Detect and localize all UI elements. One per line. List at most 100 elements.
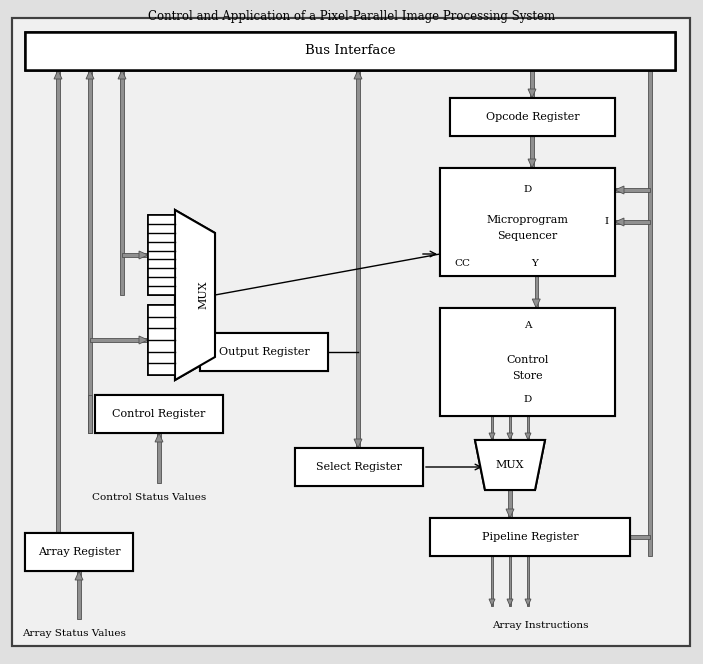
Bar <box>77 571 81 619</box>
Text: Bus Interface: Bus Interface <box>304 44 395 58</box>
Bar <box>25 32 675 70</box>
Bar <box>491 556 494 606</box>
Bar <box>157 433 161 483</box>
Polygon shape <box>139 336 148 344</box>
Text: CC: CC <box>454 258 470 268</box>
Text: D: D <box>523 396 531 404</box>
Text: Array Instructions: Array Instructions <box>492 621 588 630</box>
Text: Microprogram: Microprogram <box>486 215 569 225</box>
Bar <box>527 416 529 440</box>
Polygon shape <box>525 599 531 606</box>
Bar <box>648 70 652 556</box>
Bar <box>530 70 534 136</box>
Polygon shape <box>54 70 62 79</box>
Bar <box>356 70 360 448</box>
Bar <box>56 70 60 571</box>
Polygon shape <box>86 70 94 79</box>
Polygon shape <box>175 210 215 380</box>
Polygon shape <box>507 599 513 606</box>
Polygon shape <box>528 89 536 98</box>
Text: Array Register: Array Register <box>38 547 120 557</box>
Polygon shape <box>155 433 163 442</box>
Text: MUX: MUX <box>496 460 524 470</box>
Bar <box>440 168 615 276</box>
Bar <box>25 32 675 70</box>
Bar <box>25 533 133 571</box>
Text: Control and Application of a Pixel-Parallel Image Processing System: Control and Application of a Pixel-Paral… <box>148 10 555 23</box>
Bar <box>450 98 615 136</box>
Text: Control: Control <box>506 355 548 365</box>
Text: D: D <box>523 185 531 195</box>
Polygon shape <box>475 440 545 490</box>
Text: Sequencer: Sequencer <box>498 231 557 241</box>
Bar <box>450 98 615 136</box>
Bar <box>148 305 175 375</box>
Bar <box>440 308 615 416</box>
Polygon shape <box>175 210 215 380</box>
Text: I: I <box>605 218 609 226</box>
Text: D: D <box>523 396 531 404</box>
Text: Bus Interface: Bus Interface <box>304 44 395 58</box>
Text: A: A <box>524 321 531 331</box>
Polygon shape <box>354 70 362 79</box>
Bar <box>56 533 60 571</box>
Bar <box>509 416 511 440</box>
Bar <box>148 215 175 295</box>
Bar <box>630 535 650 539</box>
Bar <box>89 70 92 433</box>
Polygon shape <box>615 218 624 226</box>
Polygon shape <box>354 439 362 448</box>
Text: Store: Store <box>512 371 543 381</box>
Text: Select Register: Select Register <box>316 462 402 472</box>
Polygon shape <box>118 70 126 79</box>
Text: Select Register: Select Register <box>316 462 402 472</box>
Bar <box>509 556 511 606</box>
Polygon shape <box>532 299 540 308</box>
Text: Sequencer: Sequencer <box>498 231 557 241</box>
Text: I: I <box>605 218 609 226</box>
Polygon shape <box>489 599 495 606</box>
Bar <box>200 333 328 371</box>
Bar <box>615 220 650 224</box>
Text: MUX: MUX <box>198 281 208 309</box>
Text: Pipeline Register: Pipeline Register <box>482 532 579 542</box>
Bar <box>200 333 328 371</box>
Text: Opcode Register: Opcode Register <box>486 112 579 122</box>
Text: Output Register: Output Register <box>219 347 309 357</box>
Bar <box>25 533 133 571</box>
Text: Pipeline Register: Pipeline Register <box>482 532 579 542</box>
Text: Microprogram: Microprogram <box>486 215 569 225</box>
Text: Array Register: Array Register <box>38 547 120 557</box>
Text: Control Register: Control Register <box>112 409 206 419</box>
Bar <box>295 448 423 486</box>
Polygon shape <box>615 186 624 194</box>
Text: A: A <box>524 321 531 331</box>
Text: Control: Control <box>506 355 548 365</box>
Bar <box>295 448 423 486</box>
Text: Opcode Register: Opcode Register <box>486 112 579 122</box>
Polygon shape <box>139 251 148 259</box>
Text: MUX: MUX <box>496 460 524 470</box>
Text: Control Status Values: Control Status Values <box>92 493 206 502</box>
Polygon shape <box>54 562 62 571</box>
Bar <box>120 70 124 295</box>
Text: MUX: MUX <box>198 281 208 309</box>
Text: D: D <box>523 185 531 195</box>
Bar <box>148 215 175 295</box>
Bar <box>527 556 529 606</box>
Text: Output Register: Output Register <box>219 347 309 357</box>
Bar <box>95 395 223 433</box>
Bar <box>615 189 650 192</box>
Bar <box>430 518 630 556</box>
Bar <box>122 253 148 257</box>
Bar <box>530 136 534 168</box>
Text: Array Status Values: Array Status Values <box>22 629 126 638</box>
Bar <box>534 276 538 308</box>
Bar <box>90 338 148 342</box>
Text: CC: CC <box>454 258 470 268</box>
Text: Control Register: Control Register <box>112 409 206 419</box>
Polygon shape <box>489 433 495 440</box>
Bar <box>89 395 92 433</box>
Bar <box>148 305 175 375</box>
Polygon shape <box>528 159 536 168</box>
